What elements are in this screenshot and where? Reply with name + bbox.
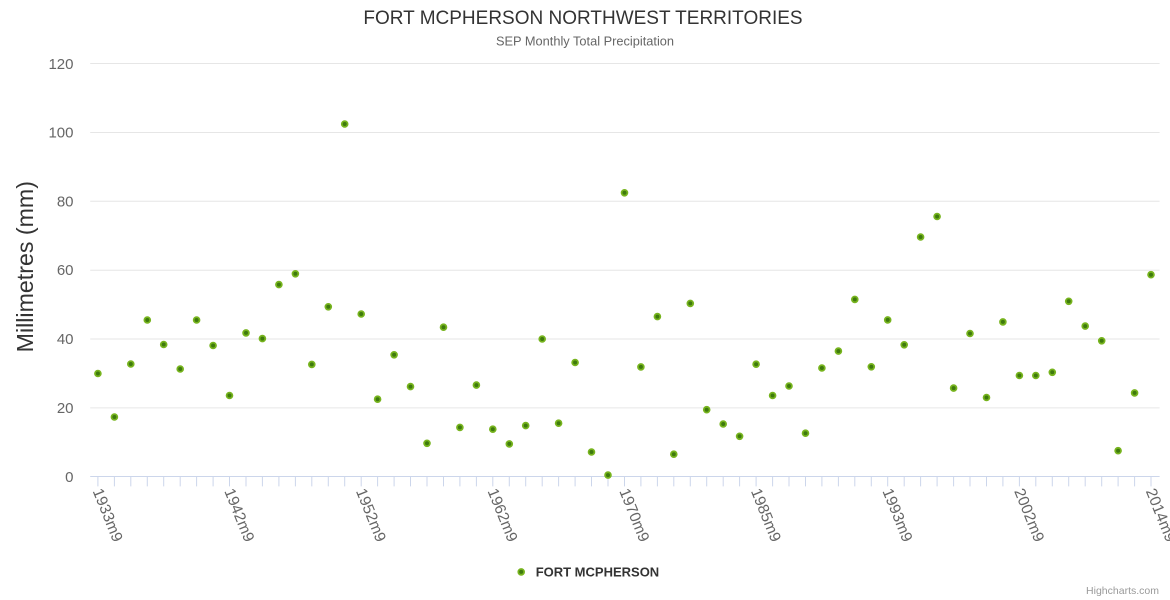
svg-text:80: 80 (57, 193, 74, 210)
svg-text:20: 20 (57, 400, 74, 417)
svg-text:SEP Monthly Total Precipitatio: SEP Monthly Total Precipitation (496, 34, 674, 49)
svg-text:100: 100 (48, 124, 73, 141)
svg-text:FORT MCPHERSON NORTHWEST TERRI: FORT MCPHERSON NORTHWEST TERRITORIES (363, 8, 802, 29)
svg-text:Millimetres (mm): Millimetres (mm) (12, 181, 38, 352)
svg-text:40: 40 (57, 331, 74, 348)
svg-text:60: 60 (57, 262, 74, 279)
svg-text:FORT MCPHERSON: FORT MCPHERSON (536, 565, 660, 580)
svg-text:120: 120 (48, 56, 73, 73)
svg-text:Highcharts.com: Highcharts.com (1086, 585, 1159, 597)
svg-text:0: 0 (65, 469, 73, 486)
